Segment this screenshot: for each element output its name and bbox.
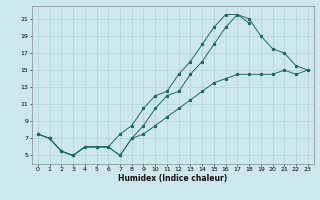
X-axis label: Humidex (Indice chaleur): Humidex (Indice chaleur) — [118, 174, 228, 183]
